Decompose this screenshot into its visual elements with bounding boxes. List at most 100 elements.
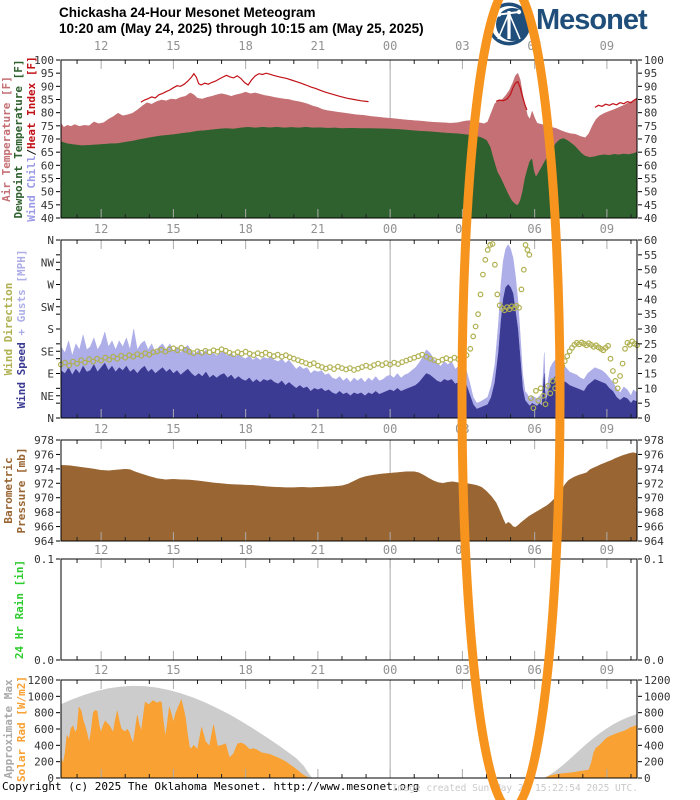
wind-direction-point — [130, 353, 137, 360]
compass-label: N — [47, 234, 54, 247]
heat-index-line — [495, 80, 528, 111]
hour-label: 00 — [383, 543, 397, 557]
y-tick-label: 55 — [644, 173, 657, 186]
wind-direction-point — [214, 348, 221, 355]
wind-direction-point — [522, 241, 529, 248]
wind-direction-point — [78, 357, 85, 364]
y-tick-label: 15 — [644, 368, 657, 381]
y-tick-label: 0.1 — [34, 553, 54, 566]
hour-label: 09 — [600, 543, 614, 557]
solar-rad-area — [60, 698, 638, 779]
wind-direction-point — [607, 355, 614, 362]
hour-label: 21 — [311, 543, 325, 557]
y-tick-label: 25 — [644, 338, 657, 351]
compass-label: SW — [41, 301, 55, 314]
pressure-area — [60, 452, 638, 542]
hour-label: 00 — [383, 222, 397, 236]
panel-background — [61, 559, 637, 660]
y-tick-label: 60 — [644, 159, 657, 172]
y-tick-label: 200 — [644, 756, 664, 769]
compass-label: N — [47, 412, 54, 425]
y-tick-label: 600 — [644, 723, 664, 736]
panel-temperature: 4040454550505555606065657070757580808585… — [0, 54, 664, 225]
y-tick-label: 50 — [41, 186, 54, 199]
y-tick-label: 10 — [644, 382, 657, 395]
wind-direction-point — [467, 345, 474, 352]
wind-direction-point — [533, 387, 539, 394]
y-axis-labels: 9649649669669689689709709729729749749769… — [34, 434, 664, 548]
hour-label: 03 — [455, 39, 469, 53]
wind-direction-point — [472, 323, 479, 330]
y-tick-label: 972 — [34, 477, 54, 490]
y-tick-label: 970 — [34, 492, 54, 505]
wind-direction-point — [470, 333, 477, 340]
wind-direction-point — [526, 251, 533, 258]
copyright-text: Copyright (c) 2025 The Oklahoma Mesonet.… — [2, 780, 420, 793]
wind-direction-point — [612, 378, 619, 384]
hour-label: 12 — [94, 663, 108, 677]
wind-direction-point — [74, 360, 80, 367]
hour-label: 06 — [527, 663, 541, 677]
hour-label: 06 — [527, 543, 541, 557]
wind-direction-point — [489, 241, 496, 247]
y-tick-label: 40 — [644, 293, 657, 306]
y-tick-label: 0.1 — [644, 553, 664, 566]
hour-label: 15 — [166, 422, 180, 436]
y-tick-label: 964 — [34, 535, 54, 548]
y-tick-label: 75 — [644, 120, 657, 133]
y-tick-label: 60 — [41, 159, 54, 172]
y-tick-label: 974 — [34, 463, 54, 476]
y-axis-labels: 0 0 200 200 400 400 600 600 800 800 1000 1000 1200 12… — [28, 674, 671, 785]
wind-direction-point — [477, 291, 484, 298]
wind-direction-point — [520, 266, 527, 273]
hour-label: 00 — [383, 422, 397, 436]
y-tick-label: 972 — [644, 477, 664, 490]
y-tick-label: 90 — [644, 80, 657, 93]
y-tick-label: 80 — [644, 107, 657, 120]
wind-direction-point — [528, 395, 534, 402]
y-axis-labels: 0.0 0.0 0.1 0.1 — [34, 553, 664, 667]
y-tick-label: 95 — [41, 67, 54, 80]
wind-direction-point — [610, 368, 616, 374]
panel-solar-axis-title: Approximate Max — [2, 679, 15, 779]
y-tick-label: 976 — [644, 448, 664, 461]
y-tick-label: 95 — [644, 67, 657, 80]
wind-direction-point — [62, 359, 68, 366]
wind-direction-point — [530, 405, 537, 412]
y-tick-label: 35 — [644, 308, 657, 321]
compass-label: SE — [41, 345, 54, 358]
y-tick-label: 40 — [644, 212, 657, 225]
hour-label: 00 — [383, 39, 397, 53]
hour-label: 09 — [600, 422, 614, 436]
wind-direction-point — [138, 352, 145, 359]
wind-direction-point — [475, 311, 482, 318]
panel-wind-axis-title: Wind Direction — [2, 283, 15, 376]
y-tick-label: 100 — [644, 54, 664, 67]
y-tick-label: 30 — [644, 323, 657, 336]
wind-speed-area — [60, 284, 638, 419]
heat-index-line — [594, 97, 638, 108]
hour-label: 18 — [238, 543, 252, 557]
y-tick-label: 970 — [644, 492, 664, 505]
wind-direction-point — [494, 291, 501, 298]
hour-label: 12 — [94, 39, 108, 53]
hour-label: 21 — [311, 663, 325, 677]
hour-label: 06 — [527, 222, 541, 236]
y-tick-label: 55 — [644, 249, 657, 262]
y-tick-label: 70 — [41, 133, 54, 146]
panel-border — [60, 59, 638, 219]
y-tick-label: 50 — [644, 186, 657, 199]
y-tick-label: 800 — [644, 707, 664, 720]
y-tick-label: 0 — [644, 412, 651, 425]
panel-border — [60, 558, 638, 661]
hour-label: 12 — [94, 222, 108, 236]
compass-label: NE — [41, 390, 54, 403]
y-tick-label: 966 — [34, 521, 54, 534]
y-tick-label: 1200 — [28, 674, 55, 687]
hour-label: 21 — [311, 39, 325, 53]
y-tick-label: 60 — [644, 234, 657, 247]
hour-label: 15 — [166, 543, 180, 557]
panel-solar: 0 0 200 200 400 400 600 600 800 800 1000 1000 1200 12… — [2, 674, 671, 785]
wind-direction-point — [542, 401, 549, 408]
